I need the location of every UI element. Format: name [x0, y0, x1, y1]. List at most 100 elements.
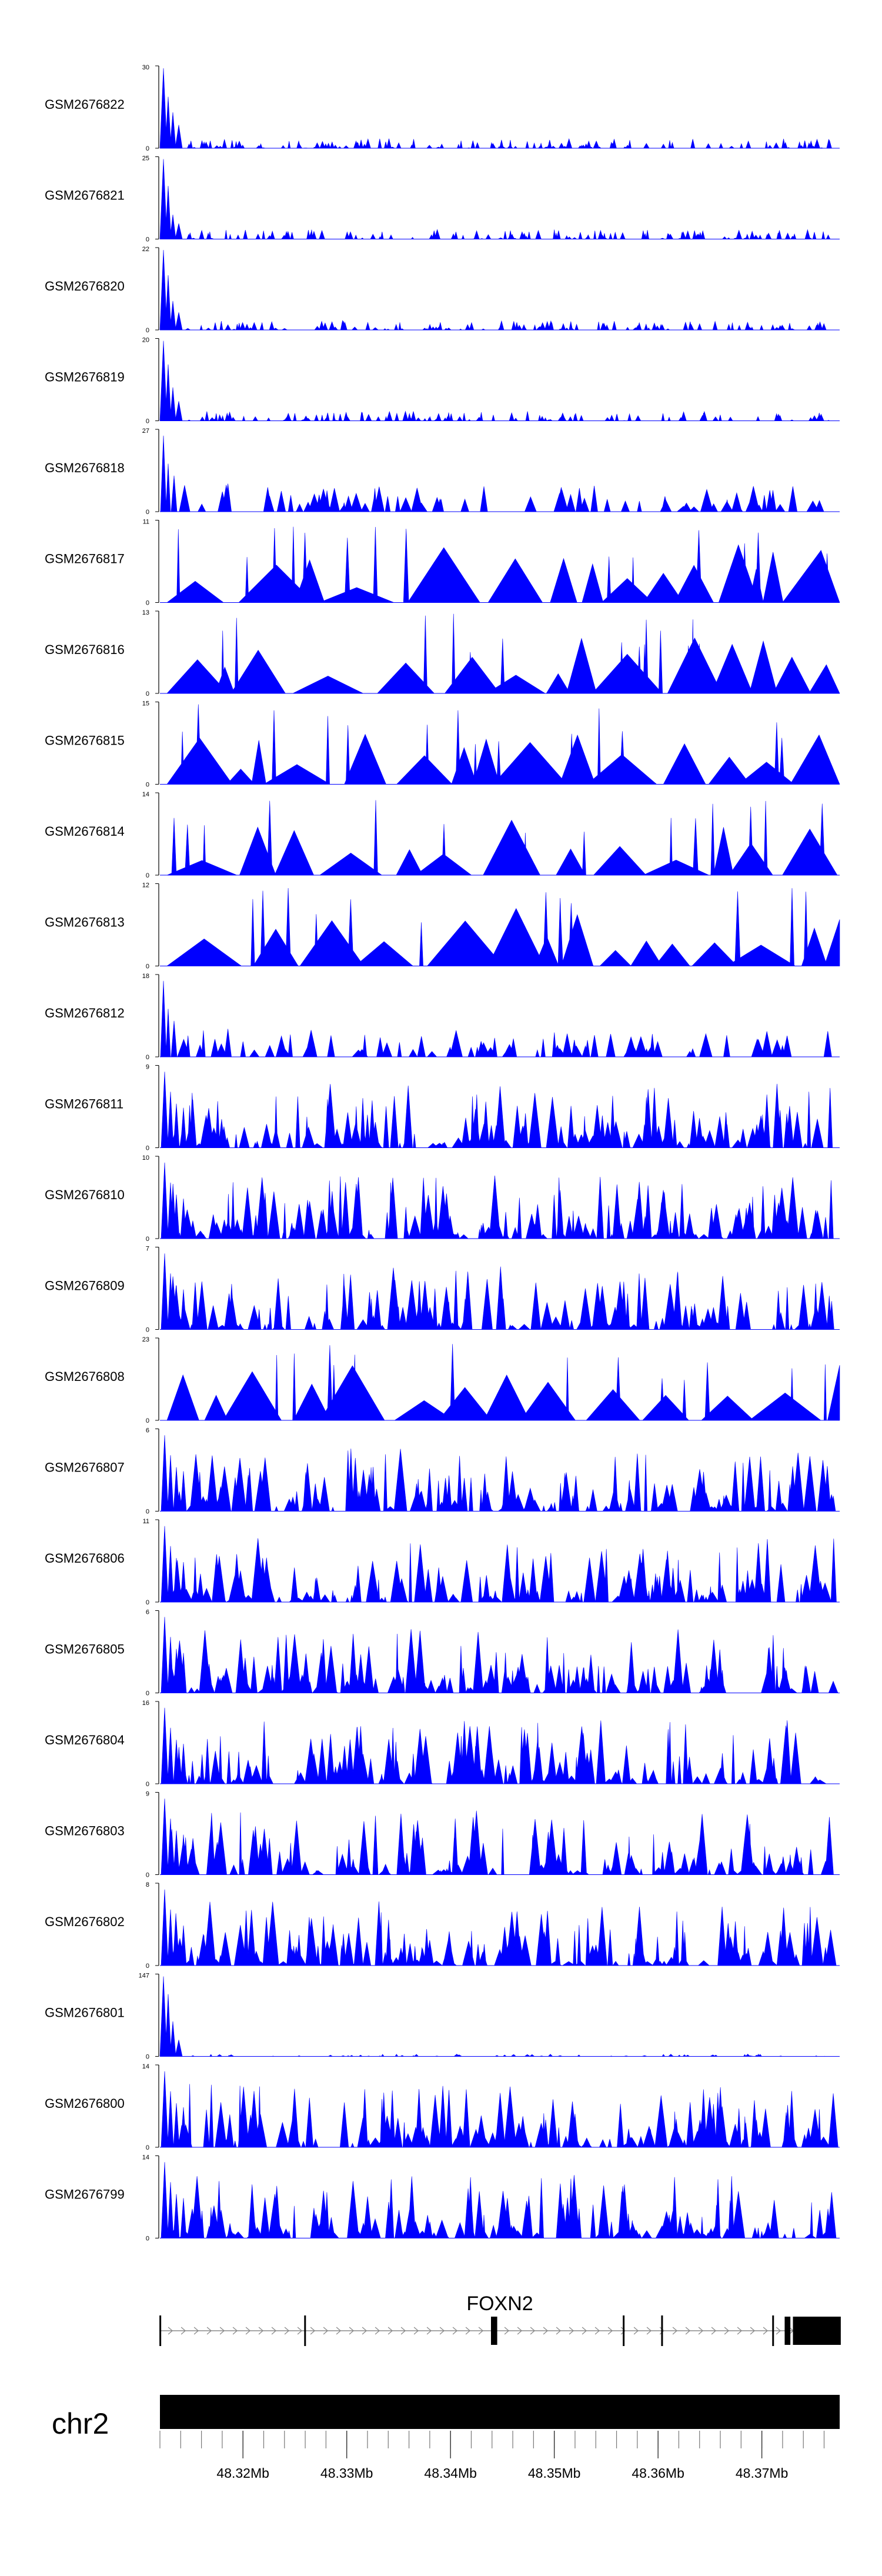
track-signal-area [159, 159, 831, 239]
strand-arrow [737, 2327, 743, 2335]
track-ymin-label: 0 [146, 1145, 149, 1152]
track-label: GSM2676805 [45, 1642, 125, 1657]
track-ymax-label: 14 [142, 791, 149, 798]
track-ymin-label: 0 [146, 1781, 149, 1788]
track-ymax-label: 9 [146, 1791, 149, 1798]
track-ymax-label: 11 [143, 1518, 149, 1525]
track-ymin-label: 0 [146, 2054, 149, 2061]
track-label: GSM2676814 [45, 824, 125, 839]
track-GSM2676801: GSM2676801 147 0 [45, 1973, 840, 2061]
track-GSM2676807: GSM2676807 6 0 [45, 1427, 840, 1516]
track-label: GSM2676819 [45, 370, 125, 385]
track-ymax-label: 9 [146, 1064, 149, 1071]
track-signal-area [166, 613, 840, 694]
track-label: GSM2676799 [45, 2187, 125, 2202]
track-signal-area [161, 2071, 838, 2148]
track-ymax-label: 14 [142, 2063, 149, 2070]
track-GSM2676820: GSM2676820 22 0 [45, 246, 840, 334]
track-ymax-label: 12 [142, 882, 149, 889]
track-ymin-label: 0 [146, 1690, 149, 1697]
strand-arrow [465, 2327, 471, 2335]
strand-arrow [620, 2327, 626, 2335]
track-ymin-label: 0 [146, 782, 149, 789]
x-tick-label: 48.37Mb [736, 2465, 789, 2481]
track-GSM2676808: GSM2676808 23 0 [45, 1336, 840, 1424]
exon [304, 2315, 306, 2346]
strand-arrow [245, 2327, 251, 2335]
track-ymax-label: 14 [142, 2154, 149, 2161]
strand-arrow [232, 2327, 238, 2335]
track-label: GSM2676821 [45, 188, 125, 203]
track-label: GSM2676803 [45, 1824, 125, 1838]
track-label: GSM2676816 [45, 642, 125, 657]
track-ymax-label: 6 [146, 1427, 149, 1434]
track-GSM2676813: GSM2676813 12 0 [45, 882, 840, 970]
track-label: GSM2676818 [45, 461, 125, 475]
track-ymin-label: 0 [146, 236, 149, 243]
track-ymax-label: 8 [146, 1881, 149, 1888]
track-GSM2676805: GSM2676805 6 0 [45, 1609, 840, 1697]
strand-arrow [219, 2327, 225, 2335]
track-label: GSM2676812 [45, 1006, 125, 1020]
strand-arrow [400, 2327, 406, 2335]
track-GSM2676802: GSM2676802 8 0 [45, 1881, 840, 1970]
gene-name-label: FOXN2 [466, 2293, 533, 2315]
strand-arrow [530, 2327, 536, 2335]
track-GSM2676811: GSM2676811 9 0 [45, 1064, 840, 1152]
track-GSM2676817: GSM2676817 11 0 [45, 519, 840, 607]
strand-arrow [323, 2327, 329, 2335]
track-ymin-label: 0 [146, 1236, 149, 1243]
track-ymax-label: 16 [142, 1700, 149, 1707]
track-label: GSM2676802 [45, 1914, 125, 1929]
track-label: GSM2676807 [45, 1460, 125, 1475]
strand-arrow [763, 2327, 769, 2335]
track-ymax-label: 23 [142, 1336, 149, 1343]
track-signal-area [159, 249, 827, 331]
track-ymin-label: 0 [146, 963, 149, 970]
track-GSM2676814: GSM2676814 14 0 [45, 791, 840, 879]
track-signal-area [166, 887, 840, 966]
track-signal-area [159, 1976, 827, 2057]
strand-arrow [168, 2327, 173, 2335]
x-tick-label: 48.34Mb [424, 2465, 477, 2481]
track-signal-area [161, 1072, 833, 1148]
exon [661, 2315, 663, 2346]
track-signal-area [161, 1435, 836, 1511]
track-signal-area [160, 435, 824, 512]
track-ymin-label: 0 [146, 1963, 149, 1970]
track-ymax-label: 13 [142, 609, 149, 616]
track-ymin-label: 0 [146, 1509, 149, 1516]
strand-arrow [413, 2327, 419, 2335]
strand-arrow [633, 2327, 639, 2335]
strand-arrow [258, 2327, 264, 2335]
track-ymin-label: 0 [146, 1054, 149, 1061]
track-label: GSM2676822 [45, 97, 125, 112]
track-signal-area [160, 980, 832, 1057]
track-ymax-label: 25 [142, 155, 149, 162]
strand-arrow [310, 2327, 316, 2335]
track-ymin-label: 0 [146, 145, 149, 152]
strand-arrow [271, 2327, 277, 2335]
track-GSM2676822: GSM2676822 30 0 [45, 64, 840, 152]
chromosome-axis-track: chr2 48.32Mb 48.33Mb 48.34Mb 48.35Mb 48.36Mb… [52, 2395, 840, 2481]
strand-arrow [607, 2327, 613, 2335]
track-ymin-label: 0 [146, 872, 149, 879]
chromosome-label: chr2 [52, 2407, 109, 2440]
x-tick-label: 48.35Mb [528, 2465, 581, 2481]
strand-arrow [543, 2327, 549, 2335]
track-signal-area [159, 68, 832, 149]
track-ymin-label: 0 [146, 600, 149, 607]
track-label: GSM2676804 [45, 1733, 125, 1747]
track-label: GSM2676800 [45, 2096, 125, 2111]
strand-arrow [478, 2327, 484, 2335]
track-ymin-label: 0 [146, 2144, 149, 2151]
track-GSM2676800: GSM2676800 14 0 [45, 2063, 840, 2151]
track-label: GSM2676813 [45, 915, 125, 930]
track-label: GSM2676815 [45, 733, 125, 748]
exon [772, 2315, 774, 2346]
track-signal-area [159, 341, 830, 421]
track-signal-area [161, 1707, 827, 1784]
track-GSM2676819: GSM2676819 20 0 [45, 337, 840, 425]
exon [490, 2317, 497, 2345]
